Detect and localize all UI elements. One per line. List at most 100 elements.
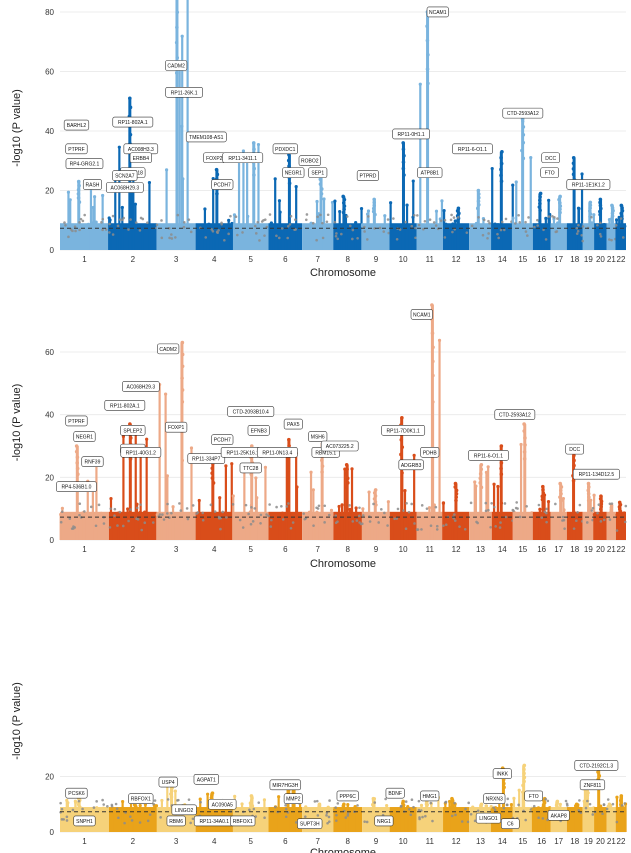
grey-point (302, 512, 305, 515)
x-tick-label: 17 (554, 545, 563, 554)
peak-point (571, 167, 576, 171)
grey-point (372, 502, 375, 506)
grey-point (499, 521, 502, 524)
grey-point (293, 228, 296, 232)
grey-point (304, 815, 307, 818)
data-point (391, 511, 395, 516)
grey-point (285, 505, 289, 508)
grey-point (286, 236, 289, 240)
peak-point (478, 472, 483, 476)
peak-point (426, 53, 430, 57)
x-tick-label: 20 (596, 837, 605, 846)
data-point (337, 504, 341, 509)
data-point (512, 796, 516, 800)
peak-point (596, 770, 600, 774)
peak-point (558, 201, 562, 205)
grey-point (621, 236, 625, 239)
peak-point (598, 212, 602, 217)
grey-point (106, 804, 109, 808)
data-point (486, 465, 490, 469)
data-point (346, 802, 350, 807)
grey-point (257, 801, 261, 804)
data-point (592, 512, 596, 517)
grey-point (160, 236, 164, 240)
x-tick-label: 13 (476, 545, 485, 554)
y-tick-label: 60 (45, 348, 54, 357)
gene-label-box (82, 179, 102, 190)
grey-point (363, 225, 366, 229)
data-point (94, 513, 98, 517)
data-point (99, 511, 103, 515)
gene-label: RP11-802A.1 (118, 120, 148, 126)
data-point (466, 513, 470, 517)
peak-point (586, 481, 591, 486)
data-point (437, 338, 442, 342)
grey-point (599, 235, 603, 238)
data-point (329, 508, 334, 512)
peak-point (249, 472, 254, 477)
grey-point (201, 518, 205, 522)
data-point (283, 224, 287, 228)
peak-point (599, 494, 603, 498)
grey-point (74, 229, 77, 233)
grey-point (256, 220, 260, 224)
gene-label-box (128, 793, 154, 805)
grey-point (492, 505, 496, 509)
peak-point (598, 200, 602, 205)
peak-point (609, 514, 614, 518)
data-point (427, 506, 432, 510)
data-point (294, 184, 298, 189)
peak-point (399, 452, 403, 457)
peak-point (522, 763, 527, 768)
data-point (311, 488, 315, 492)
grey-point (576, 510, 579, 514)
grey-point (429, 524, 433, 528)
data-point (333, 199, 337, 203)
peak-point (175, 10, 180, 15)
data-point (552, 512, 557, 516)
gene-label-box (566, 179, 611, 190)
data-point (73, 800, 78, 805)
grey-point (146, 819, 150, 823)
grey-point (351, 520, 355, 523)
x-tick-label: 8 (345, 255, 350, 264)
data-point (256, 142, 261, 147)
peak-point (500, 150, 504, 154)
gene-label: AC008H3.3 (128, 147, 154, 153)
gene-label-box (547, 810, 570, 821)
grey-point (81, 807, 84, 811)
data-point (360, 223, 365, 227)
data-point (359, 206, 364, 211)
peak-point (619, 214, 624, 218)
gene-label-box (572, 468, 620, 480)
gene-label-box (157, 343, 180, 355)
data-point (583, 224, 587, 228)
gene-label-box (426, 6, 449, 18)
x-axis-label: Chromosome (310, 847, 376, 853)
gene-label-box (211, 179, 234, 190)
grey-point (458, 525, 461, 528)
grey-point (94, 524, 98, 528)
grey-point (59, 801, 62, 805)
peak-point (586, 498, 591, 503)
x-tick-label: 1 (82, 545, 87, 554)
gene-label: MMP2 (286, 797, 301, 803)
x-tick-label: 5 (249, 545, 254, 554)
x-axis-label: Chromosome (310, 558, 376, 570)
grey-point (114, 802, 118, 806)
x-tick-label: 5 (249, 255, 254, 264)
gene-label: RP4-GRG2.1 (70, 162, 100, 168)
x-tick-label: 11 (426, 255, 435, 264)
grey-point (466, 820, 470, 824)
gene-label: CADM2 (159, 347, 177, 353)
grey-point (420, 528, 423, 531)
x-tick-label: 18 (570, 837, 579, 846)
grey-point (325, 220, 329, 224)
gene-label: RNF39 (85, 460, 101, 466)
grey-point (525, 504, 528, 508)
grey-point (129, 218, 132, 221)
peak-point (251, 141, 256, 145)
peak-point (610, 206, 615, 210)
grey-point (575, 519, 578, 523)
grey-point (195, 512, 198, 515)
